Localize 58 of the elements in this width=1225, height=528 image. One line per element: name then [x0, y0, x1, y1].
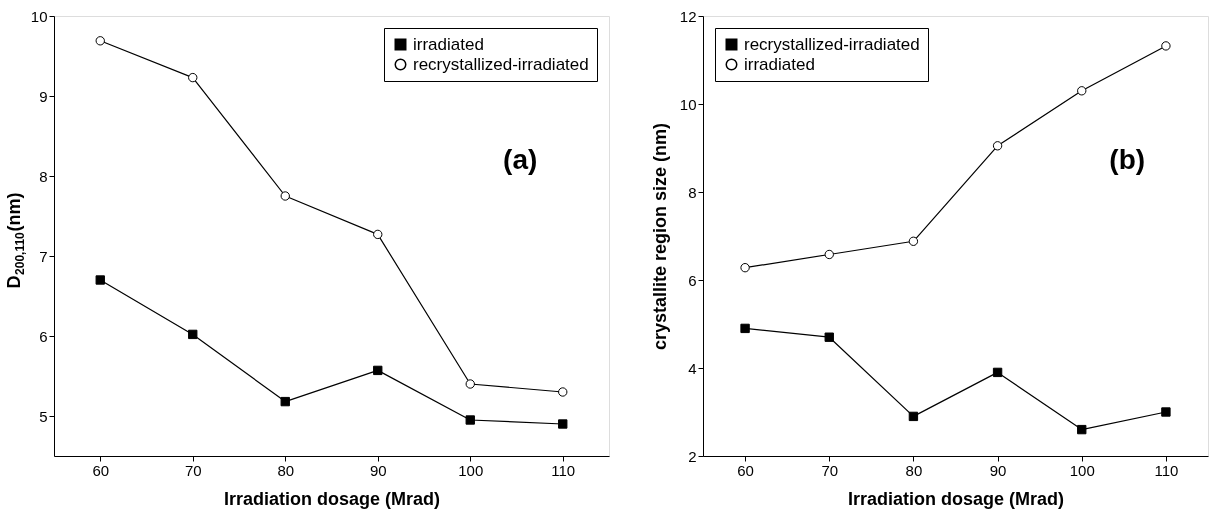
point	[280, 396, 290, 407]
y-tick-label: 12	[679, 7, 697, 25]
x-tick-label: 90	[369, 461, 387, 479]
point	[188, 72, 198, 83]
y-tick-label: 6	[39, 327, 48, 345]
x-tick-label: 80	[277, 461, 295, 479]
x-tick-label: 90	[989, 461, 1007, 479]
legend-label: irradiated	[413, 34, 484, 54]
y-tick-label: 2	[688, 447, 697, 465]
x-tick-label: 60	[92, 461, 110, 479]
x-tick-label: 100	[458, 461, 484, 479]
y-tick-label: 6	[688, 271, 697, 289]
point	[558, 419, 568, 429]
annotation: (b)	[1109, 144, 1146, 176]
point	[95, 275, 105, 285]
point	[824, 332, 834, 342]
y-tick-label: 10	[679, 95, 697, 113]
x-tick-label: 110	[1154, 461, 1179, 479]
point	[280, 191, 290, 201]
legend-label: irradiated	[744, 54, 815, 74]
y-axis-title: crystallite region size (nm)	[649, 122, 670, 351]
point	[95, 36, 105, 46]
y-axis-title: D200,110(nm)	[4, 192, 27, 289]
point	[908, 236, 919, 246]
point	[1077, 86, 1087, 96]
point	[465, 379, 475, 389]
point	[1161, 407, 1171, 417]
x-axis-title: Irradiation dosage (Mrad)	[223, 488, 441, 509]
point	[558, 387, 568, 397]
point	[1077, 424, 1087, 435]
y-tick-label: 8	[688, 183, 697, 201]
x-tick-label: 100	[1069, 461, 1095, 479]
point	[908, 411, 919, 422]
y-tick-label: 7	[39, 247, 48, 265]
x-tick-label: 70	[184, 461, 202, 479]
y-tick-label: 4	[688, 359, 697, 377]
legend-label: recrystallized-irradiated	[744, 34, 920, 54]
x-tick-label: 110	[551, 461, 576, 479]
point	[740, 263, 750, 273]
point	[373, 365, 383, 376]
point	[740, 323, 750, 334]
point	[824, 249, 834, 260]
x-tick-label: 60	[737, 461, 754, 479]
point	[1161, 41, 1171, 51]
point	[992, 141, 1003, 151]
x-axis-title: Irradiation dosage (Mrad)	[847, 488, 1065, 509]
x-tick-label: 70	[821, 461, 839, 479]
point	[373, 229, 383, 240]
point	[188, 329, 198, 340]
annotation: (a)	[503, 144, 538, 176]
y-tick-label: 8	[39, 167, 48, 185]
x-tick-label: 80	[905, 461, 923, 479]
y-tick-label: 5	[39, 407, 48, 425]
y-tick-label: 9	[39, 87, 48, 105]
point	[465, 415, 475, 425]
y-tick-label: 10	[30, 7, 48, 25]
point	[992, 367, 1003, 378]
legend-label: recrystallized-irradiated	[413, 54, 589, 74]
